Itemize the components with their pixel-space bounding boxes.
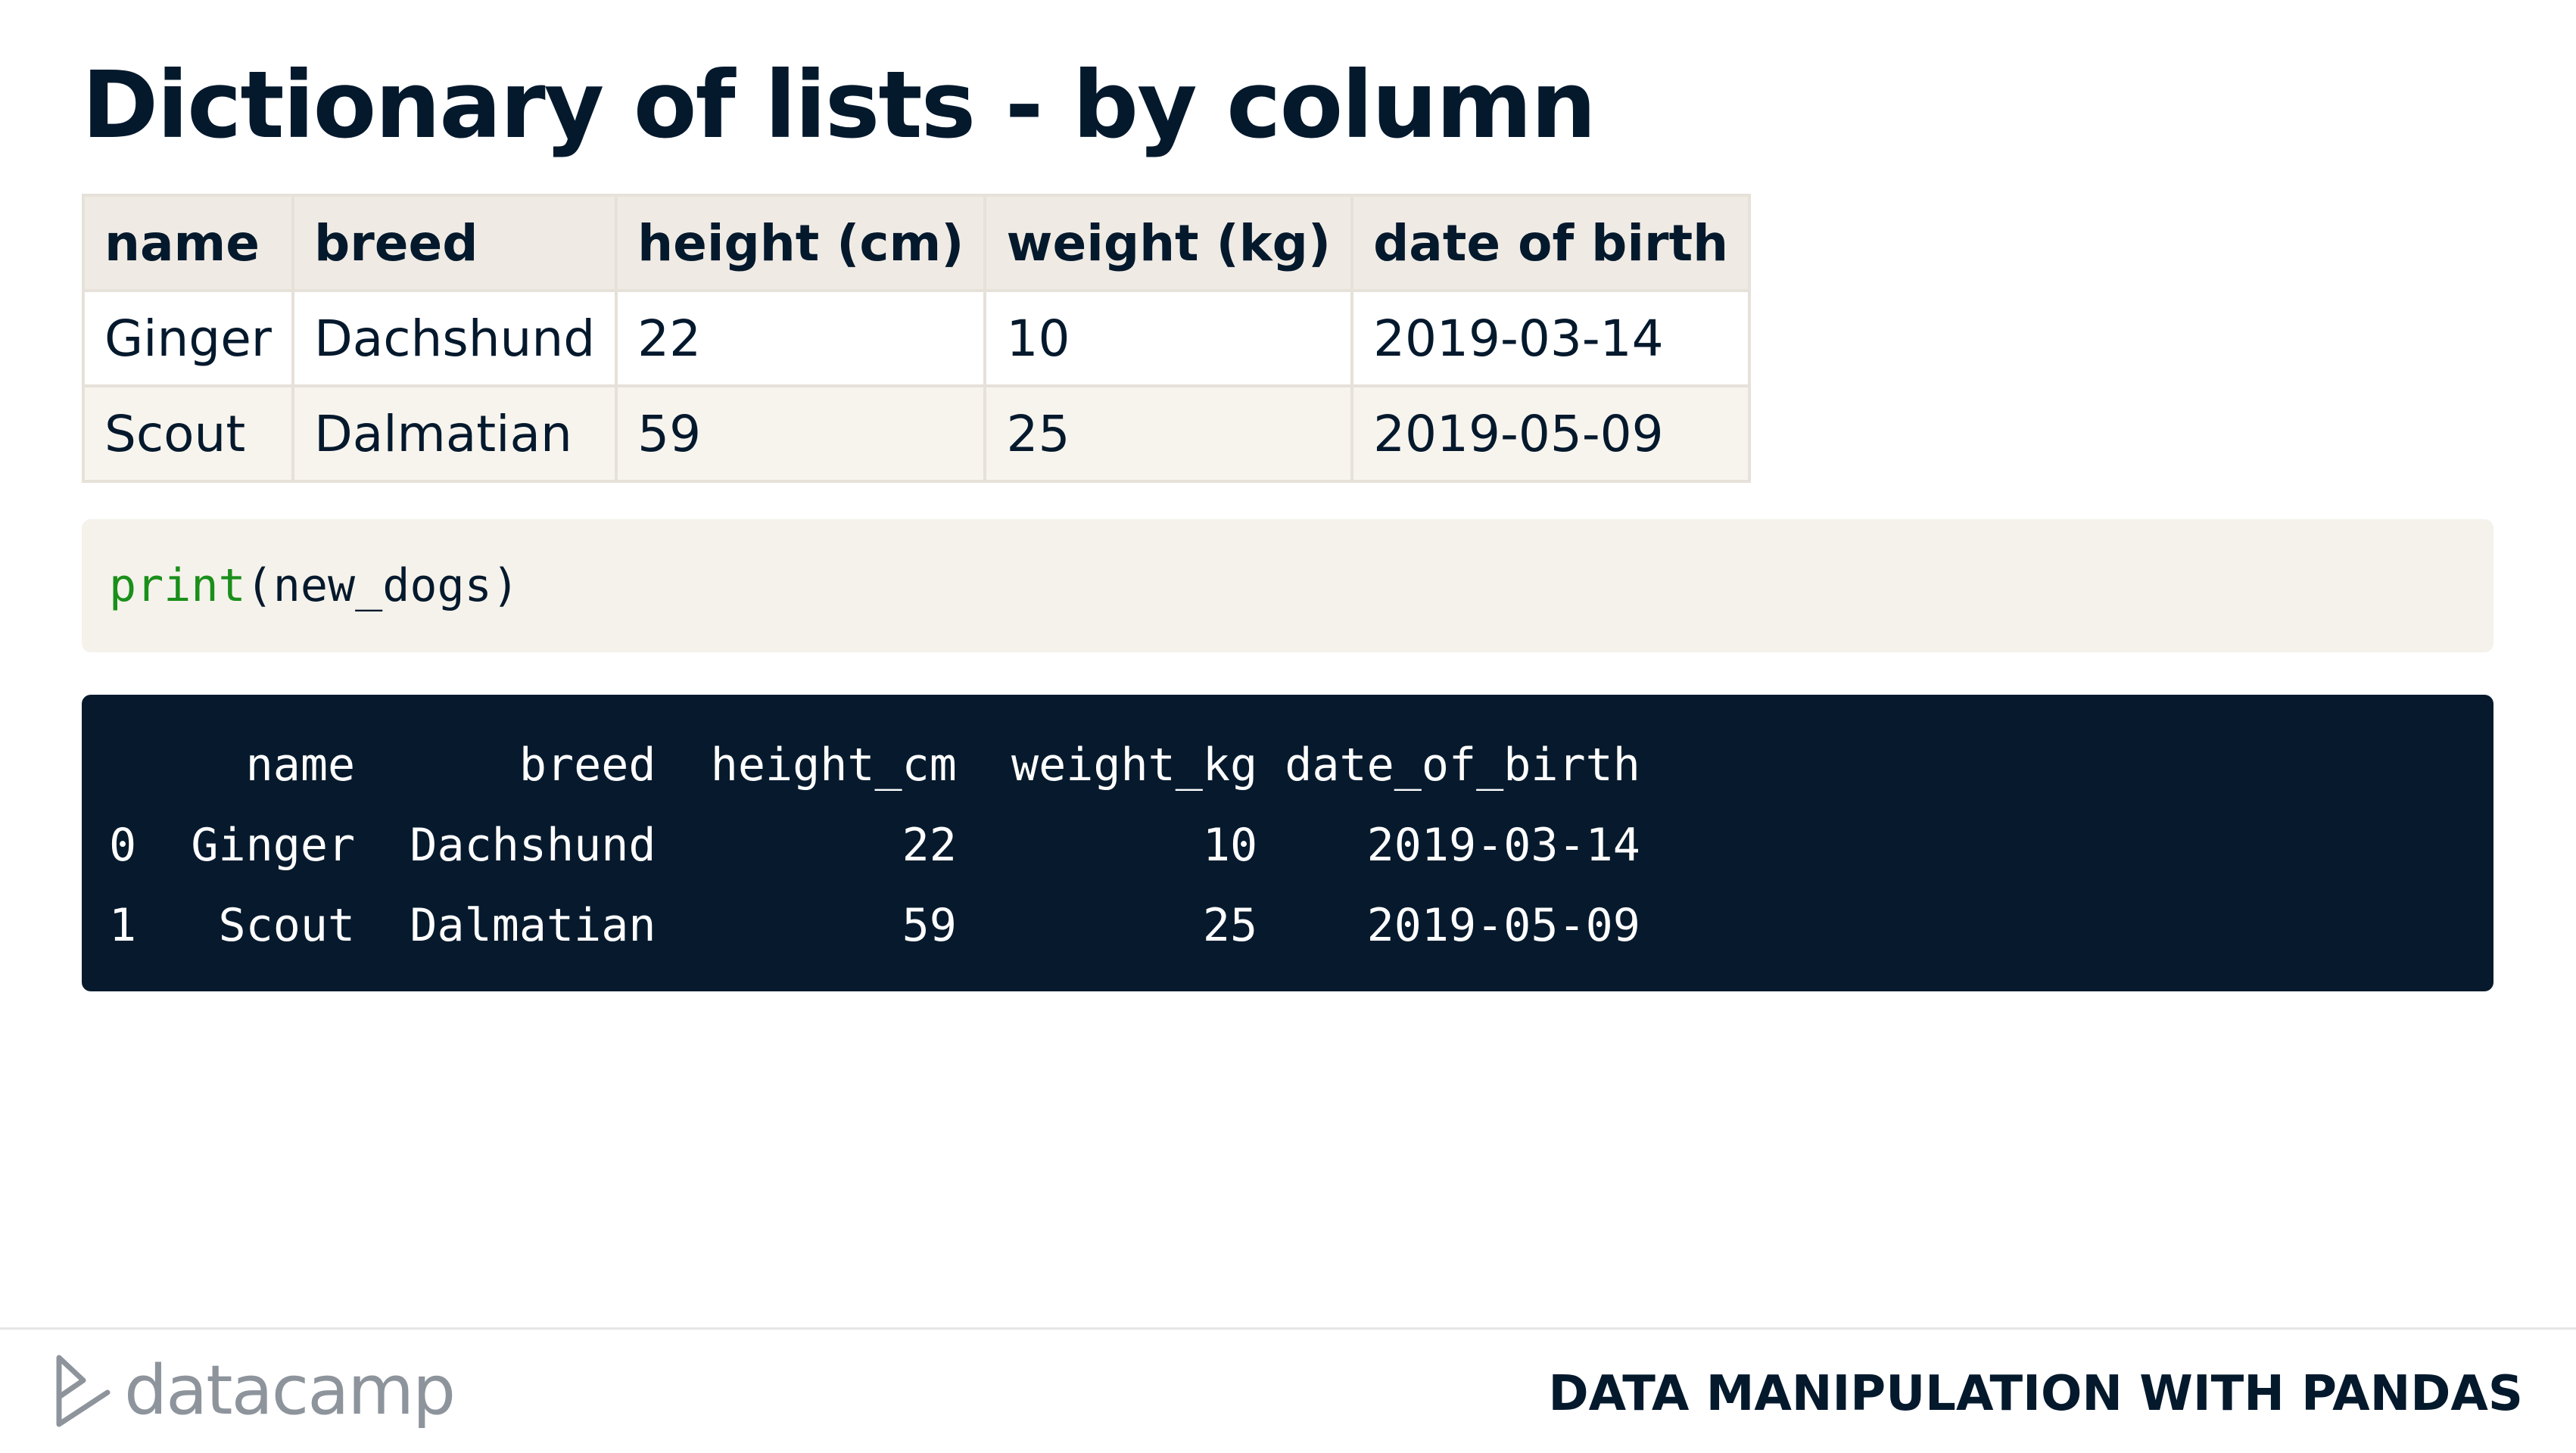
table-cell: 2019-05-09 bbox=[1350, 384, 1752, 483]
code-block: print (new_dogs) bbox=[82, 519, 2493, 652]
table-row: Ginger Dachshund 22 10 2019-03-14 bbox=[82, 289, 1752, 387]
datacamp-logo: datacamp bbox=[53, 1351, 456, 1430]
table-cell: 22 bbox=[615, 289, 987, 387]
table-cell: Ginger bbox=[82, 289, 294, 387]
output-line: 1 Scout Dalmatian 59 25 2019-05-09 bbox=[109, 899, 1640, 952]
code-arguments: (new_dogs) bbox=[245, 559, 519, 612]
output-header-line: name breed height_cm weight_kg date_of_b… bbox=[109, 739, 1640, 792]
code-function: print bbox=[109, 559, 246, 612]
brand-name: datacamp bbox=[124, 1351, 456, 1430]
footer: datacamp DATA MANIPULATION WITH PANDAS bbox=[0, 1327, 2576, 1453]
column-header-name: name bbox=[82, 194, 294, 292]
table-cell: 10 bbox=[983, 289, 1354, 387]
table-cell: Dalmatian bbox=[291, 384, 618, 483]
column-header-date-of-birth: date of birth bbox=[1350, 194, 1752, 292]
table-cell: 59 bbox=[615, 384, 987, 483]
table-header-row: name breed height (cm) weight (kg) date … bbox=[82, 194, 1752, 292]
table-cell: 2019-03-14 bbox=[1350, 289, 1752, 387]
table-cell: Scout bbox=[82, 384, 294, 483]
table-row: Scout Dalmatian 59 25 2019-05-09 bbox=[82, 384, 1752, 483]
column-header-weight: weight (kg) bbox=[983, 194, 1354, 292]
table-cell: Dachshund bbox=[291, 289, 618, 387]
column-header-breed: breed bbox=[291, 194, 618, 292]
column-header-height: height (cm) bbox=[615, 194, 987, 292]
dogs-table: name breed height (cm) weight (kg) date … bbox=[82, 194, 1752, 483]
slide-title: Dictionary of lists - by column bbox=[82, 51, 1596, 159]
table-cell: 25 bbox=[983, 384, 1354, 483]
course-title: DATA MANIPULATION WITH PANDAS bbox=[1548, 1366, 2524, 1422]
output-block: name breed height_cm weight_kg date_of_b… bbox=[82, 695, 2493, 991]
datacamp-logo-icon bbox=[56, 1355, 111, 1427]
output-line: 0 Ginger Dachshund 22 10 2019-03-14 bbox=[109, 819, 1640, 872]
